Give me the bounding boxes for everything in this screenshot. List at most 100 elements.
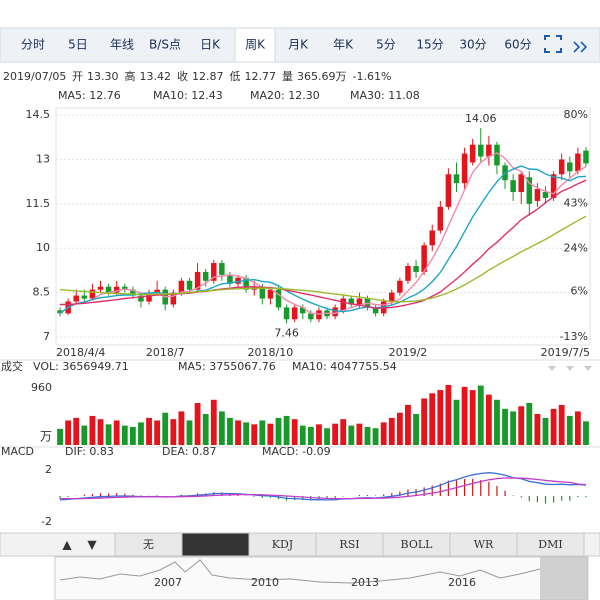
price-annotation: 7.46 [274,326,299,339]
macd-line [59,477,587,500]
candle-body [81,295,88,299]
volume-bar [485,394,492,445]
tab[interactable]: 15分 [416,38,443,52]
info-value: 13.30 [87,70,119,83]
indicator-tab[interactable]: WR [474,538,494,551]
scroll-button[interactable]: ▼ [87,538,97,552]
candle-body [348,298,355,305]
candle-body [575,153,581,172]
scroll-button[interactable]: ▲ [62,538,72,552]
tab[interactable]: 分时 [21,38,45,52]
volume-bar [388,417,395,445]
candle-body [526,177,533,204]
next-icon[interactable] [573,41,588,53]
y-tick-label: -2 [41,515,52,528]
panel-title: MACD [1,445,34,458]
ma-line [60,179,587,310]
volume-bar [178,411,185,445]
ma-line [59,215,587,303]
legend-entry: MA30: 11.08 [350,89,420,102]
volume-bar [113,420,120,445]
indicator-tab[interactable]: BOLL [401,538,434,551]
info-label: 收 [177,69,188,83]
tab[interactable]: 5日 [68,38,88,52]
candle-body [494,144,500,166]
candle-body [211,263,217,281]
volume-bar [275,417,282,445]
volume-bar [469,390,476,445]
tab[interactable]: 日K [200,38,221,52]
volume-bar [445,384,452,445]
volume-bar [81,425,88,445]
volume-bar [461,386,468,445]
volume-bar [526,403,533,445]
candle-body [291,307,298,320]
candle-body [356,298,363,305]
volume-bar [534,414,541,445]
tab[interactable]: 30分 [459,38,486,52]
scroll-arrows[interactable] [548,366,592,371]
volume-bar [105,424,112,445]
volume-bar [210,399,217,445]
overview-window[interactable] [540,557,588,600]
volume-bar [550,408,557,445]
legend-entry: VOL: 3656949.71 [33,360,129,373]
tab[interactable]: 60分 [504,38,531,52]
info-value: 365.69万 [297,70,347,83]
y-tick-label: 2 [45,463,52,476]
x-tick-label: 2019/2 [389,346,428,359]
overview-year: 2010 [251,576,279,589]
volume-bar [146,417,152,445]
indicator-tab[interactable]: 无 [143,538,154,551]
candle-body [332,307,338,317]
candle-body [567,162,573,172]
info-change: -1.61% [353,70,392,83]
tab[interactable]: 5分 [376,38,396,52]
tab[interactable]: B/S点 [149,38,181,52]
info-label: 开 [72,70,83,83]
legend-entry: MA20: 12.30 [250,89,320,102]
fullscreen-icon[interactable] [544,35,562,53]
volume-bar [356,423,363,445]
candle-body [397,280,403,293]
tab[interactable]: 年线 [110,38,134,52]
volume-bar [429,393,436,445]
volume-bar [558,404,565,445]
candle-body [194,271,201,290]
candle-body [486,144,492,157]
y-tick-label: 11.5 [26,197,51,210]
volume-bar [494,399,500,445]
tab[interactable]: 周K [245,38,266,52]
volume-bar [348,425,355,445]
indicator-tab[interactable]: KDJ [272,538,293,551]
overview-year: 2007 [154,576,182,589]
overview-year: 2016 [448,576,476,589]
volume-bar [380,422,387,445]
tab[interactable]: 年K [333,38,354,52]
volume-bar [259,420,266,445]
indicator-tab[interactable]: DMI [538,538,562,551]
x-tick-label: 2018/4/4 [56,346,105,359]
volume-bar [324,428,330,445]
candle-body [113,286,120,293]
candle-body [89,289,96,299]
volume-bar [227,417,233,445]
candle-body [308,313,314,320]
volume-bar [129,426,136,445]
candle-body [389,292,395,302]
y2-tick-label: 43% [564,196,588,209]
volume-bar [396,412,403,445]
legend-entry: DIF: 0.83 [65,445,114,458]
info-label: 量 [282,70,293,83]
candle-body [316,310,322,320]
indicator-tab[interactable]: MACD [197,538,234,551]
volume-bar [235,420,241,445]
candle-body [429,230,435,246]
info-date: 2019/07/05 [3,70,66,83]
volume-bar [251,424,258,445]
volume-bar [405,404,411,445]
indicator-tab[interactable]: RSI [339,538,359,551]
tab[interactable]: 月K [288,38,309,52]
volume-bar [574,411,581,445]
